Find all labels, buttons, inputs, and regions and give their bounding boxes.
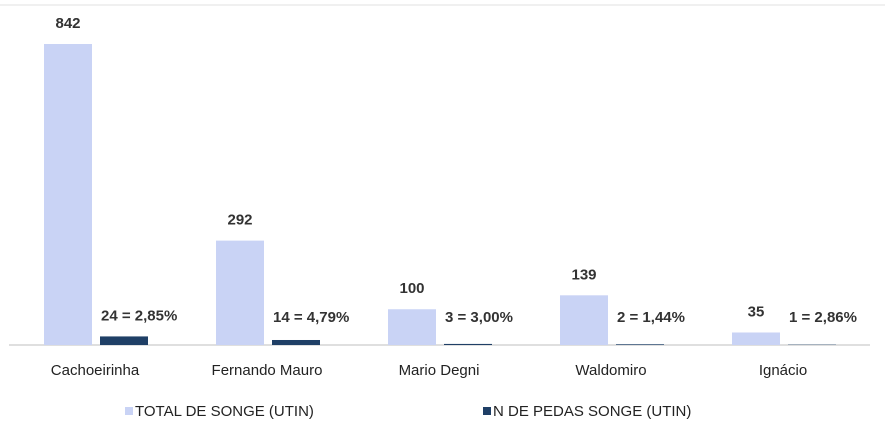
- x-tick-label: Ignácio: [759, 362, 807, 379]
- legend-label: N DE PEDAS SONGE (UTIN): [493, 403, 691, 420]
- data-label: 24 = 2,85%: [101, 307, 177, 324]
- bar: [100, 336, 148, 345]
- data-label: 100: [399, 280, 424, 297]
- data-label: 842: [55, 15, 80, 32]
- bar: [732, 332, 780, 345]
- bar: [444, 344, 492, 345]
- data-label: 139: [571, 266, 596, 283]
- data-label: 35: [748, 303, 765, 320]
- x-tick-label: Waldomiro: [575, 362, 646, 379]
- legend-swatch: [125, 407, 133, 415]
- x-tick-label: Cachoeirinha: [51, 362, 140, 379]
- legend-label: TOTAL DE SONGE (UTIN): [135, 403, 314, 420]
- x-tick-label: Fernando Mauro: [212, 362, 323, 379]
- bar: [216, 241, 264, 345]
- data-label: 3 = 3,00%: [445, 309, 513, 326]
- bar: [616, 344, 664, 345]
- bar: [388, 309, 436, 345]
- data-label: 292: [227, 212, 252, 229]
- bar: [560, 295, 608, 345]
- bar: [272, 340, 320, 345]
- bar: [44, 44, 92, 345]
- x-tick-label: Mario Degni: [399, 362, 480, 379]
- data-label: 14 = 4,79%: [273, 309, 349, 326]
- legend-swatch: [483, 407, 491, 415]
- data-label: 2 = 1,44%: [617, 309, 685, 326]
- data-label: 1 = 2,86%: [789, 309, 857, 326]
